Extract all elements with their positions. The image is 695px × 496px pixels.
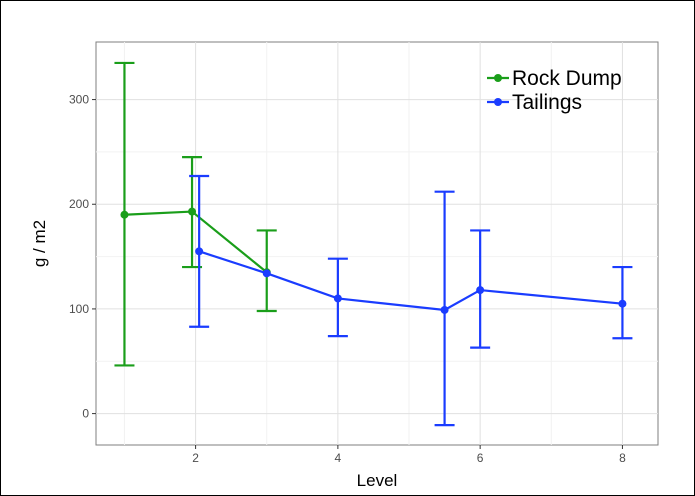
series-tailings bbox=[189, 174, 633, 427]
data-point bbox=[476, 286, 485, 295]
data-point bbox=[188, 207, 197, 216]
x-tick-label: 2 bbox=[192, 451, 199, 465]
data-point bbox=[120, 210, 129, 219]
y-axis-title: g / m2 bbox=[30, 220, 49, 267]
legend-key-point bbox=[494, 98, 502, 106]
y-tick-label: 100 bbox=[69, 302, 89, 316]
data-point bbox=[333, 294, 342, 303]
x-axis-title: Level bbox=[357, 471, 398, 490]
x-tick-label: 6 bbox=[477, 451, 484, 465]
legend-key-point bbox=[494, 74, 502, 82]
legend-label: Tailings bbox=[512, 91, 582, 114]
legend-item-tailings: Tailings bbox=[487, 91, 582, 114]
legend-label: Rock Dump bbox=[512, 67, 622, 90]
x-tick-label: 4 bbox=[335, 451, 342, 465]
series-line bbox=[198, 250, 623, 312]
data-point bbox=[440, 305, 449, 314]
data-point bbox=[262, 269, 271, 278]
series-layer bbox=[114, 61, 633, 427]
plot-panel bbox=[95, 41, 659, 446]
data-point bbox=[195, 247, 204, 256]
y-tick-label: 200 bbox=[69, 197, 89, 211]
series-rock-dump bbox=[114, 61, 277, 367]
data-point bbox=[618, 299, 627, 308]
x-tick-label: 8 bbox=[619, 451, 626, 465]
y-tick-label: 0 bbox=[82, 407, 89, 421]
axis-ticks: 2 4 6 8 0 100 200 300 bbox=[69, 93, 626, 465]
legend-item-rock-dump: Rock Dump bbox=[487, 67, 622, 90]
y-tick-label: 300 bbox=[69, 93, 89, 107]
